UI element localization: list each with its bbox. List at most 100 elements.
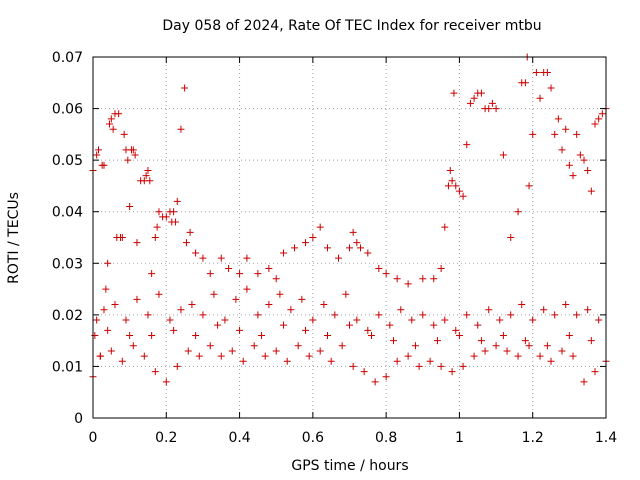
- data-point: [558, 146, 566, 154]
- data-point: [518, 301, 526, 309]
- data-point: [562, 125, 570, 133]
- data-point: [320, 301, 328, 309]
- y-tick-label: 0.05: [52, 153, 83, 169]
- data-point: [587, 337, 595, 345]
- data-point: [503, 347, 511, 355]
- data-point: [153, 223, 161, 231]
- data-point: [177, 306, 185, 314]
- data-point: [324, 244, 332, 252]
- data-point: [364, 249, 372, 257]
- data-point: [371, 378, 379, 386]
- data-point: [382, 270, 390, 278]
- data-point: [171, 218, 179, 226]
- data-point: [532, 68, 540, 76]
- data-point: [151, 368, 159, 376]
- data-point: [324, 331, 332, 339]
- data-point: [104, 326, 112, 334]
- data-point: [591, 368, 599, 376]
- data-point: [126, 203, 134, 211]
- data-point: [276, 290, 284, 298]
- data-point: [206, 270, 214, 278]
- data-point: [243, 285, 251, 293]
- data-point: [386, 321, 394, 329]
- data-point: [353, 239, 361, 247]
- data-point: [254, 270, 262, 278]
- data-point: [316, 223, 324, 231]
- data-point: [104, 259, 112, 267]
- data-point: [554, 115, 562, 123]
- data-point: [470, 94, 478, 102]
- data-point: [162, 378, 170, 386]
- data-point: [272, 347, 280, 355]
- data-point: [375, 264, 383, 272]
- data-point: [107, 347, 115, 355]
- data-point: [584, 166, 592, 174]
- data-point: [250, 342, 258, 350]
- data-point: [492, 342, 500, 350]
- data-point: [199, 254, 207, 262]
- data-point: [115, 110, 123, 118]
- data-point: [107, 115, 115, 123]
- data-point: [236, 326, 244, 334]
- x-tick-label: 0.8: [375, 430, 397, 446]
- data-point: [144, 166, 152, 174]
- data-point: [118, 357, 126, 365]
- data-point: [186, 228, 194, 236]
- data-point: [437, 264, 445, 272]
- data-point: [243, 254, 251, 262]
- data-point: [411, 342, 419, 350]
- y-tick-label: 0.06: [52, 102, 83, 118]
- data-point: [569, 172, 577, 180]
- data-point: [129, 342, 137, 350]
- data-point: [496, 316, 504, 324]
- data-point: [181, 84, 189, 92]
- data-point: [441, 316, 449, 324]
- data-point: [565, 331, 573, 339]
- data-point: [228, 347, 236, 355]
- data-point: [393, 357, 401, 365]
- data-point: [525, 342, 533, 350]
- data-point: [221, 316, 229, 324]
- data-point: [525, 182, 533, 190]
- data-point: [225, 264, 233, 272]
- data-point: [96, 352, 104, 360]
- data-point: [450, 89, 458, 97]
- data-point: [481, 347, 489, 355]
- data-point: [210, 290, 218, 298]
- data-point: [287, 306, 295, 314]
- x-tick-label: 0.4: [228, 430, 250, 446]
- data-point: [565, 161, 573, 169]
- data-point: [547, 84, 555, 92]
- data-point: [521, 79, 529, 87]
- data-point: [258, 331, 266, 339]
- data-point: [536, 94, 544, 102]
- x-tick-label: 1.2: [522, 430, 544, 446]
- y-tick-label: 0.01: [52, 359, 83, 375]
- x-tick-labels: 0 0.2 0.4 0.6 0.8 1 1.2 1.4: [89, 430, 618, 446]
- data-point: [272, 275, 280, 283]
- data-point: [177, 125, 185, 133]
- data-point: [217, 254, 225, 262]
- data-point: [302, 239, 310, 247]
- data-point: [576, 151, 584, 159]
- data-point: [441, 223, 449, 231]
- data-point: [463, 311, 471, 319]
- axis-ticks: [92, 56, 607, 419]
- data-point: [444, 182, 452, 190]
- data-point: [148, 270, 156, 278]
- x-tick-label: 0.2: [155, 430, 177, 446]
- data-point: [470, 352, 478, 360]
- data-point: [261, 352, 269, 360]
- data-point: [239, 357, 247, 365]
- data-point: [236, 270, 244, 278]
- data-point: [342, 290, 350, 298]
- data-point: [397, 306, 405, 314]
- data-point: [507, 311, 515, 319]
- data-point: [192, 249, 200, 257]
- data-point: [298, 295, 306, 303]
- data-points: [89, 53, 610, 386]
- y-tick-label: 0.04: [52, 205, 83, 221]
- data-point: [91, 331, 99, 339]
- x-tick-label: 1: [455, 430, 464, 446]
